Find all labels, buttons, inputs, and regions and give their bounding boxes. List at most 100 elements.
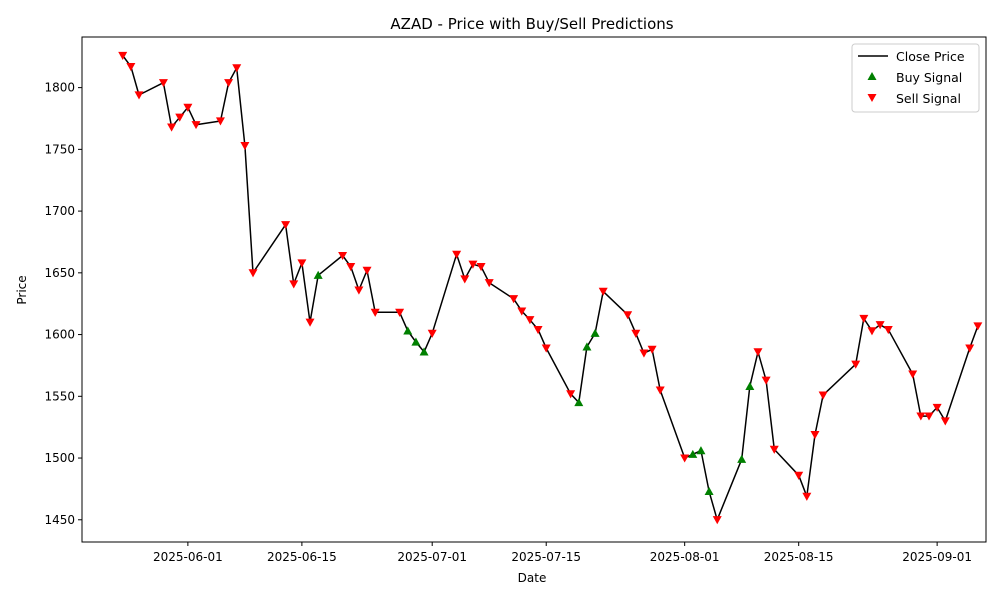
sell-signal-marker	[346, 263, 356, 272]
sell-signal-marker	[362, 266, 372, 275]
x-tick-label: 2025-06-01	[153, 550, 223, 564]
x-axis-title: Date	[518, 571, 547, 585]
buy-signal-marker	[403, 326, 413, 335]
plot-area	[118, 51, 983, 525]
signal-markers	[118, 51, 983, 525]
sell-signal-marker	[908, 370, 918, 379]
sell-signal-marker	[468, 260, 478, 269]
sell-signal-marker	[191, 121, 201, 130]
buy-signal-marker	[582, 342, 592, 351]
sell-signal-marker	[289, 280, 299, 289]
buy-signal-marker	[313, 270, 323, 279]
sell-signal-marker	[598, 287, 608, 296]
sell-signal-marker	[924, 412, 934, 421]
chart-title: AZAD - Price with Buy/Sell Predictions	[390, 15, 673, 33]
y-tick-label: 1450	[44, 513, 75, 527]
x-tick-label: 2025-08-15	[764, 550, 834, 564]
y-tick-label: 1550	[44, 389, 75, 403]
sell-signal-marker	[167, 123, 177, 132]
y-axis-title: Price	[15, 275, 29, 304]
legend-sell-swatch	[867, 94, 877, 102]
buy-signal-marker	[696, 446, 706, 455]
sell-signal-marker	[932, 403, 942, 412]
sell-signal-marker	[297, 259, 307, 268]
x-tick-label: 2025-06-15	[267, 550, 337, 564]
sell-signal-marker	[517, 307, 527, 316]
sell-signal-marker	[460, 275, 470, 284]
y-tick-label: 1500	[44, 451, 75, 465]
sell-signal-marker	[623, 311, 633, 320]
buy-signal-marker	[737, 454, 747, 463]
sell-signal-marker	[509, 295, 519, 304]
sell-signal-marker	[134, 91, 144, 100]
y-tick-label: 1700	[44, 204, 75, 218]
sell-signal-marker	[916, 412, 926, 421]
y-axis: 1450 1500 1550 1600 1650 1700 1750 1800	[44, 81, 82, 527]
sell-signal-marker	[224, 79, 234, 88]
legend-buy-label: Buy Signal	[896, 70, 962, 85]
buy-signal-marker	[419, 347, 429, 356]
sell-signal-marker	[305, 318, 315, 327]
sell-signal-marker	[215, 117, 225, 126]
sell-signal-marker	[859, 314, 869, 324]
legend-box	[851, 43, 980, 113]
x-tick-label: 2025-09-01	[902, 550, 972, 564]
close-price-line	[122, 55, 979, 521]
sell-signal-marker	[395, 308, 405, 317]
x-tick-label: 2025-07-15	[511, 550, 581, 564]
sell-signal-marker	[761, 376, 771, 385]
sell-signal-marker	[533, 326, 543, 335]
sell-signal-marker	[818, 391, 828, 400]
sell-signal-marker	[680, 454, 690, 463]
x-axis: 2025-06-01 2025-06-15 2025-07-01 2025-07-15…	[153, 542, 972, 564]
sell-signal-marker	[794, 471, 804, 480]
sell-signal-marker	[476, 263, 486, 272]
legend: Close Price Buy Signal Sell Signal	[851, 43, 980, 113]
sell-signal-marker	[810, 430, 820, 440]
sell-signal-marker	[647, 345, 657, 354]
buy-signal-marker	[411, 337, 421, 346]
sell-signal-marker	[802, 492, 812, 501]
sell-signal-marker	[875, 321, 885, 330]
sell-signal-marker	[965, 344, 975, 353]
y-tick-label: 1800	[44, 81, 75, 95]
sell-signal-marker	[354, 286, 364, 295]
x-tick-label: 2025-07-01	[397, 550, 467, 564]
sell-signal-marker	[232, 64, 242, 73]
sell-signal-marker	[525, 316, 535, 325]
legend-close-label: Close Price	[896, 49, 965, 64]
sell-signal-marker	[248, 269, 258, 278]
sell-signal-marker	[851, 360, 861, 369]
sell-signal-marker	[631, 329, 641, 338]
sell-signal-marker	[541, 344, 551, 353]
sell-signal-marker	[867, 327, 877, 336]
legend-buy-swatch	[867, 72, 877, 80]
sell-signal-marker	[484, 279, 494, 288]
sell-signal-marker	[126, 63, 136, 72]
sell-signal-marker	[940, 417, 950, 426]
sell-signal-marker	[158, 79, 168, 88]
sell-signal-marker	[175, 113, 185, 122]
sell-signal-marker	[769, 445, 779, 454]
y-tick-label: 1750	[44, 142, 75, 156]
sell-signal-marker	[281, 221, 291, 230]
buy-signal-marker	[688, 449, 698, 458]
sell-signal-marker	[712, 516, 722, 525]
y-tick-label: 1650	[44, 266, 75, 280]
sell-signal-marker	[118, 51, 128, 61]
sell-signal-marker	[566, 390, 576, 399]
sell-signal-marker	[427, 329, 437, 338]
sell-signal-marker	[370, 308, 380, 317]
sell-signal-marker	[452, 250, 462, 259]
sell-signal-marker	[655, 386, 665, 395]
buy-signal-marker	[745, 381, 755, 391]
sell-signal-marker	[183, 103, 193, 112]
buy-signal-marker	[704, 486, 714, 495]
buy-signal-marker	[590, 328, 600, 337]
sell-signal-marker	[753, 348, 763, 357]
sell-signal-marker	[338, 251, 348, 261]
legend-sell-label: Sell Signal	[896, 91, 961, 106]
buy-signal-marker	[574, 397, 584, 407]
sell-signal-marker	[240, 142, 250, 151]
